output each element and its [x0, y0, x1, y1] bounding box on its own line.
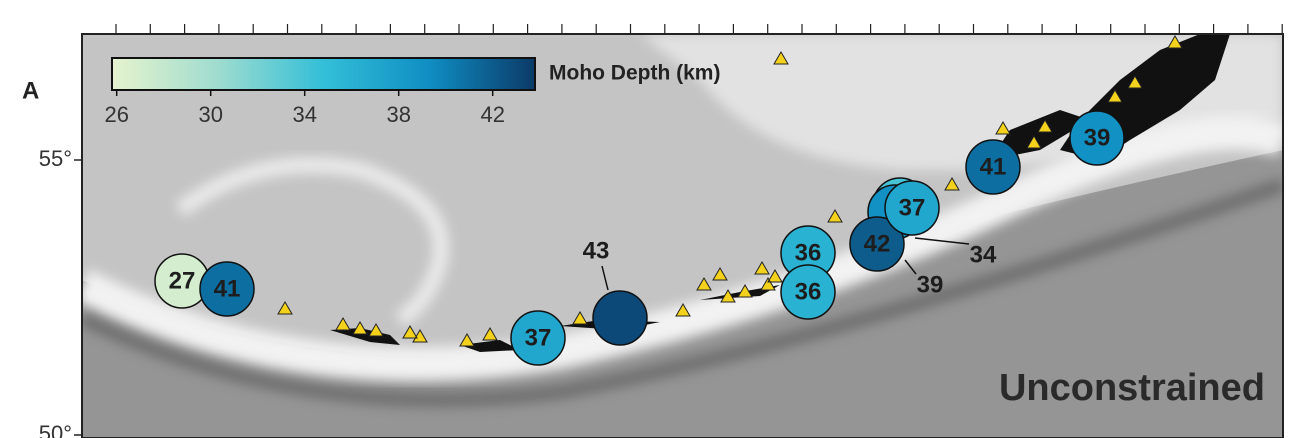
station-label: 41: [214, 275, 241, 302]
annotation: Unconstrained: [999, 367, 1265, 409]
leader-line: [601, 265, 609, 291]
colorbar-label: Moho Depth (km): [549, 62, 720, 85]
station-label: 41: [980, 153, 1007, 180]
colorbar-tick-label: 38: [386, 102, 410, 127]
station-marker: [510, 310, 566, 366]
station-marker: [884, 180, 940, 236]
station-marker: [965, 139, 1021, 195]
station-label: 37: [899, 194, 926, 221]
station-marker: [780, 264, 836, 320]
station-label: 27: [169, 267, 196, 294]
leader-line: [914, 237, 970, 245]
map-frame: [81, 33, 1284, 438]
station-label: 39: [1084, 124, 1111, 151]
panel-label: A: [22, 77, 39, 104]
station-label: 34: [970, 241, 997, 268]
basemap: [82, 34, 1283, 438]
station-marker: [849, 216, 905, 272]
colorbar-tick-label: 42: [480, 102, 504, 127]
lat-tick-label: 50°: [39, 421, 72, 438]
lat-tick-label: 55°: [39, 146, 72, 171]
station-label: 42: [864, 230, 891, 257]
colorbar: [111, 57, 536, 91]
station-marker: [199, 261, 255, 317]
station-label: 43: [583, 237, 610, 264]
station-label: 37: [525, 324, 552, 351]
station-label: 39: [917, 271, 944, 298]
station-marker: [1069, 110, 1125, 166]
frame-ticks: [115, 24, 1283, 34]
colorbar-tick-label: 34: [292, 102, 316, 127]
station-label: 36: [795, 239, 822, 266]
leader-line: [904, 259, 917, 275]
colorbar-tick-label: 30: [198, 102, 222, 127]
station-label: 36: [795, 278, 822, 305]
station-marker: [592, 290, 648, 346]
colorbar-tick-label: 26: [104, 102, 128, 127]
